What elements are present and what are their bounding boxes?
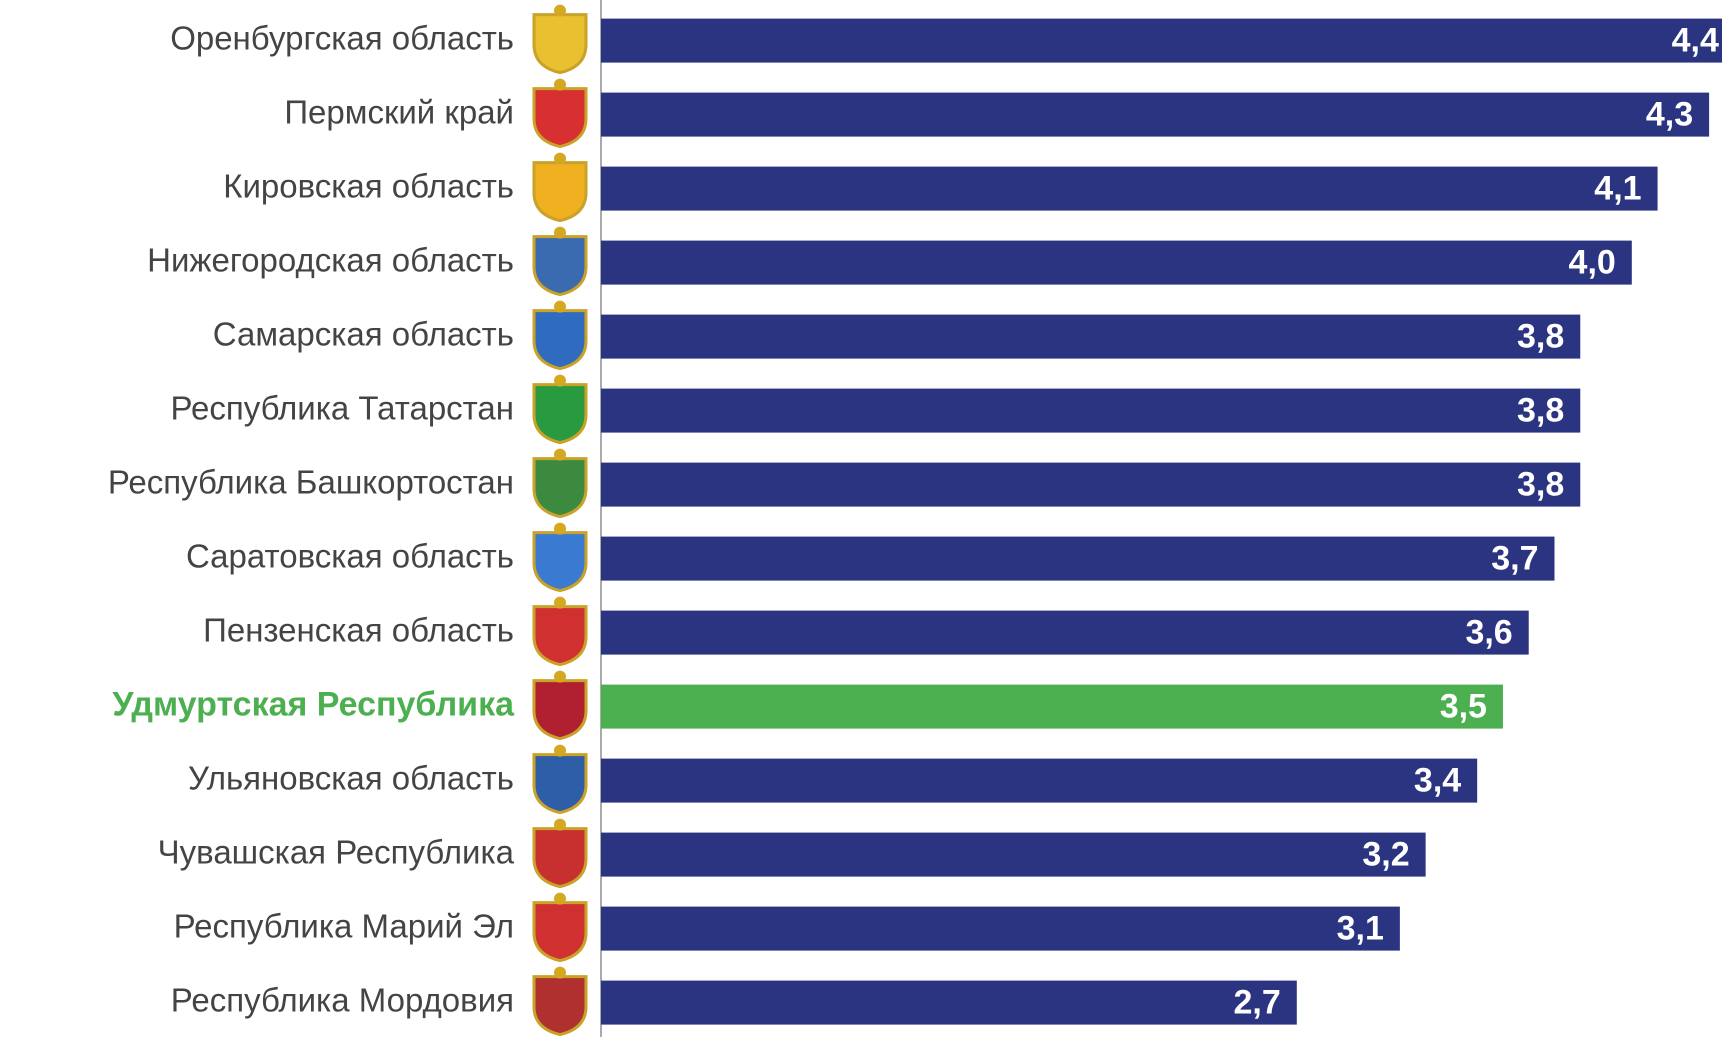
category-label: Пензенская область bbox=[203, 611, 514, 648]
emblem bbox=[532, 4, 588, 75]
value-label: 3,8 bbox=[1517, 318, 1564, 356]
emblem-crown bbox=[554, 818, 566, 831]
emblem-shield bbox=[532, 975, 588, 1037]
emblem-crown bbox=[554, 78, 566, 91]
bar bbox=[601, 18, 1722, 63]
emblem-shield bbox=[532, 13, 588, 75]
emblem bbox=[532, 892, 588, 963]
category-label: Республика Башкортостан bbox=[108, 463, 514, 500]
emblem bbox=[532, 374, 588, 445]
emblem-shield bbox=[532, 679, 588, 741]
bar bbox=[601, 314, 1581, 359]
emblem-crown bbox=[554, 522, 566, 535]
emblem bbox=[532, 448, 588, 519]
emblem-crown bbox=[554, 670, 566, 683]
category-label: Саратовская область bbox=[186, 537, 514, 574]
bar bbox=[601, 610, 1529, 655]
bar bbox=[601, 832, 1426, 877]
bar bbox=[601, 240, 1632, 285]
bar bbox=[601, 758, 1478, 803]
category-label: Пермский край bbox=[284, 93, 514, 130]
bar bbox=[601, 536, 1555, 581]
emblem-crown bbox=[554, 448, 566, 461]
value-label: 3,8 bbox=[1517, 392, 1564, 430]
emblem-crown bbox=[554, 966, 566, 979]
emblem-crown bbox=[554, 744, 566, 757]
emblem-shield bbox=[532, 605, 588, 667]
value-label: 3,8 bbox=[1517, 466, 1564, 504]
value-label: 4,1 bbox=[1594, 170, 1641, 208]
bar bbox=[601, 92, 1710, 137]
emblem-crown bbox=[554, 596, 566, 609]
emblem bbox=[532, 300, 588, 371]
category-label: Кировская область bbox=[223, 167, 514, 204]
value-label: 2,7 bbox=[1234, 984, 1281, 1022]
emblem-shield bbox=[532, 457, 588, 519]
value-label: 4,4 bbox=[1672, 22, 1719, 60]
category-label: Оренбургская область bbox=[170, 19, 514, 56]
bar bbox=[601, 166, 1658, 211]
emblem-crown bbox=[554, 892, 566, 905]
category-label: Республика Татарстан bbox=[170, 389, 514, 426]
value-label: 3,1 bbox=[1337, 910, 1384, 948]
emblem-shield bbox=[532, 235, 588, 297]
bar bbox=[601, 980, 1297, 1025]
emblem bbox=[532, 152, 588, 223]
emblem bbox=[532, 522, 588, 593]
emblem bbox=[532, 966, 588, 1037]
emblem-shield bbox=[532, 161, 588, 223]
emblem-shield bbox=[532, 753, 588, 815]
value-label: 3,7 bbox=[1491, 540, 1538, 578]
emblem-crown bbox=[554, 300, 566, 313]
emblem-shield bbox=[532, 531, 588, 593]
category-label: Чувашская Республика bbox=[158, 833, 515, 870]
emblem bbox=[532, 670, 588, 741]
emblem-crown bbox=[554, 152, 566, 165]
emblem bbox=[532, 744, 588, 815]
bar bbox=[601, 462, 1581, 507]
category-label: Республика Марий Эл bbox=[174, 907, 514, 944]
value-label: 3,5 bbox=[1440, 688, 1487, 726]
bar bbox=[601, 684, 1503, 729]
emblem bbox=[532, 596, 588, 667]
emblem-shield bbox=[532, 383, 588, 445]
category-label: Удмуртская Республика bbox=[112, 686, 515, 724]
category-label: Ульяновская область bbox=[188, 759, 514, 796]
emblem bbox=[532, 226, 588, 297]
category-label: Республика Мордовия bbox=[171, 981, 514, 1018]
emblem-crown bbox=[554, 374, 566, 387]
emblem-shield bbox=[532, 87, 588, 149]
value-label: 4,0 bbox=[1569, 244, 1616, 282]
emblem-crown bbox=[554, 4, 566, 17]
emblem-shield bbox=[532, 827, 588, 889]
emblem-crown bbox=[554, 226, 566, 239]
bar bbox=[601, 388, 1581, 433]
bar bbox=[601, 906, 1400, 951]
emblem-shield bbox=[532, 901, 588, 963]
category-label: Самарская область bbox=[213, 315, 514, 352]
value-label: 3,2 bbox=[1362, 836, 1409, 874]
emblem bbox=[532, 818, 588, 889]
emblem-shield bbox=[532, 309, 588, 371]
value-label: 3,6 bbox=[1465, 614, 1512, 652]
value-label: 3,4 bbox=[1414, 762, 1461, 800]
value-label: 4,3 bbox=[1646, 96, 1693, 134]
category-label: Нижегородская область bbox=[147, 241, 514, 278]
emblem bbox=[532, 78, 588, 149]
